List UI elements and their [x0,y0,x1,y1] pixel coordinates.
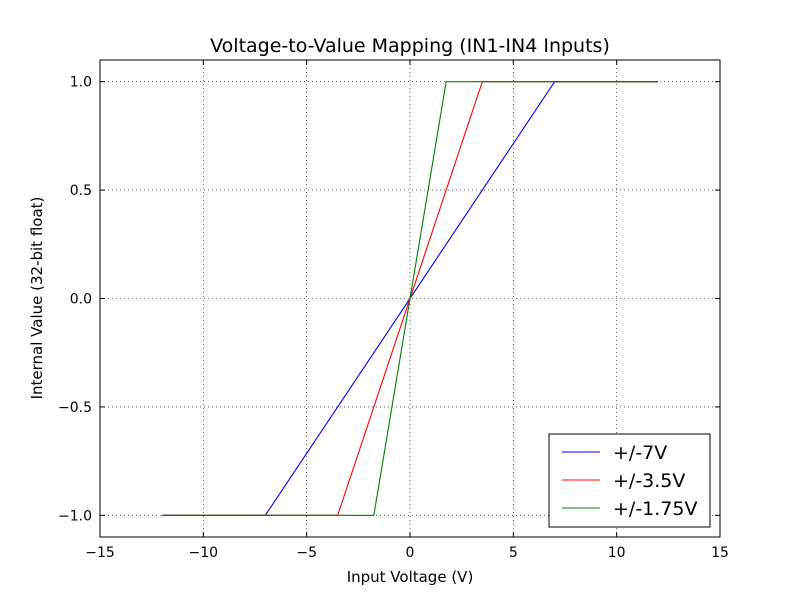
legend-label: +/-3.5V [613,470,685,492]
x-tick-label: −15 [85,545,115,561]
y-tick-label: −1.0 [58,508,92,524]
x-tick-label: 15 [711,545,729,561]
legend: +/-7V +/-3.5V +/-1.75V [548,433,711,528]
y-tick-label: 1.0 [70,75,92,91]
ticks: −15 −10 −5 0 5 10 15 −1.0 −0.5 0.0 0.5 1.0 [58,60,729,561]
x-tick-label: −5 [296,545,317,561]
x-axis-title: Input Voltage (V) [347,568,474,586]
x-tick-label: 5 [509,545,518,561]
series-lines [162,81,658,516]
y-axis-title: Internal Value (32-bit float) [28,197,46,400]
y-tick-label: 0.5 [70,183,92,199]
x-tick-label: 10 [608,545,626,561]
chart-title: Voltage-to-Value Mapping (IN1-IN4 Inputs… [210,35,610,57]
legend-label: +/-1.75V [613,498,697,520]
x-tick-label: 0 [406,545,415,561]
x-tick-label: −10 [189,545,219,561]
y-tick-label: −0.5 [58,400,92,416]
y-tick-label: 0.0 [70,292,92,308]
series-line [162,81,658,516]
legend-label: +/-7V [613,442,667,464]
